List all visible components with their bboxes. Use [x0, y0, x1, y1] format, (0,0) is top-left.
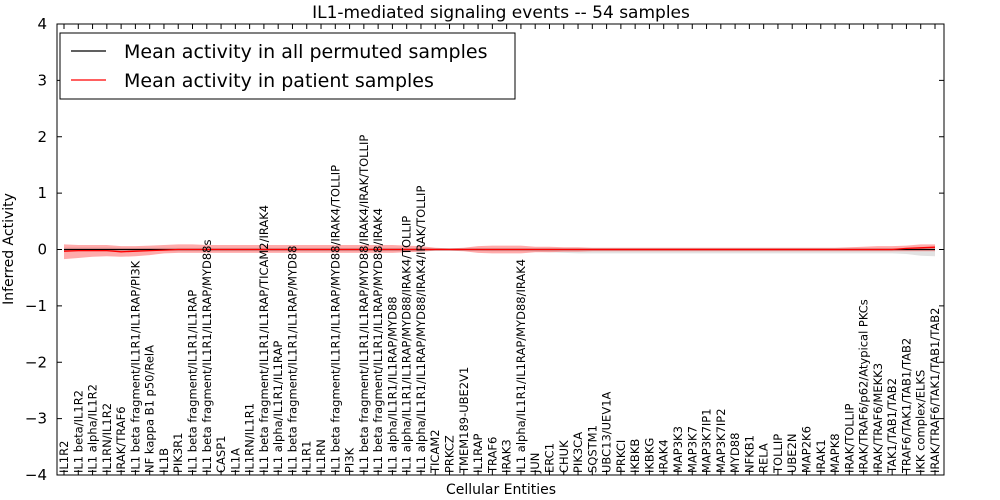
- x-tick-label: IL1A: [228, 448, 242, 473]
- x-tick-label: TRAF6: [485, 437, 499, 474]
- x-tick-label: IRAK/TOLLIP: [842, 404, 856, 473]
- x-tick-label: IL1 beta/IL1R2: [71, 390, 85, 473]
- y-tick-label: 3: [37, 71, 47, 89]
- x-tick-label: MAP3K3: [671, 426, 685, 473]
- x-tick-label: TICAM2: [428, 429, 442, 474]
- x-tick-label: MAP3K7: [685, 426, 699, 473]
- series-line-patient: [63, 246, 936, 253]
- y-tick-label: −2: [25, 353, 47, 371]
- x-axis-label: Cellular Entities: [446, 482, 556, 498]
- x-tick-label: RELA: [757, 443, 771, 473]
- x-tick-label: IL1 alpha/IL1R1/IL1RAP/MYD88/IRAK4/IRAK/…: [414, 186, 428, 473]
- y-tick-label: −4: [25, 466, 47, 484]
- x-tick-label: IL1 alpha/IL1R1/IL1RAP: [271, 341, 285, 473]
- y-axis: 4 3 2 1 0 −1 −2 −3 −4: [25, 15, 944, 484]
- legend-box: [59, 32, 516, 100]
- x-tick-label: MAP3K7IP2: [714, 408, 728, 473]
- x-tick-label: TRAF6/TAK1/TAB1/TAB2: [899, 338, 913, 474]
- y-tick-label: −3: [25, 410, 47, 428]
- x-tick-label: IKBKG: [642, 438, 656, 473]
- x-tick-label: IL1 alpha/IL1R2: [86, 384, 100, 473]
- series-lines: [63, 246, 936, 253]
- x-axis: IL1R2 IL1 beta/IL1R2 IL1 alpha/IL1R2 IL1RN/…: [57, 24, 942, 475]
- x-tick-label: IL1 beta fragment/IL1R1/IL1RAP/TICAM2/IR…: [257, 205, 271, 473]
- x-tick-label: PRKCZ: [443, 435, 457, 473]
- x-tick-label: IL1R1: [300, 441, 314, 473]
- x-tick-label: CHUK: [557, 440, 571, 473]
- x-tick-label: IL1 beta fragment/IL1R1/IL1RAP/MYD88/IRA…: [328, 165, 342, 473]
- y-tick-label: 2: [37, 128, 47, 146]
- x-tick-label: TMEM189-UBE2V1: [457, 367, 471, 474]
- x-tick-label: IKBKB: [628, 439, 642, 473]
- x-tick-label: PRKCI: [614, 440, 628, 473]
- x-tick-label: IL1 beta fragment/IL1R1/IL1RAP/PI3K: [128, 260, 142, 473]
- x-tick-label: MYD88: [728, 433, 742, 473]
- x-tick-label: IKK complex/ELKS: [914, 370, 928, 473]
- x-tick-label: NFKB1: [742, 435, 756, 473]
- chart-title: IL1-mediated signaling events -- 54 samp…: [312, 3, 690, 23]
- x-tick-label: IL1B: [157, 448, 171, 473]
- x-tick-label: IRAK/TRAF6: [114, 406, 128, 473]
- x-tick-label: IRAK/TRAF6/MEKK3: [871, 363, 885, 473]
- legend: Mean activity in all permuted samples Me…: [59, 32, 516, 100]
- x-tick-label: NF kappa B1 p50/RelA: [143, 345, 157, 473]
- x-tick-label: IL1RN/IL1R1: [243, 403, 257, 473]
- x-tick-label: IL1R2: [57, 441, 71, 473]
- x-tick-label: IL1 beta fragment/IL1R1/IL1RAP: [186, 290, 200, 473]
- x-tick-label: JUN: [528, 453, 542, 474]
- x-tick-label: MAP2K6: [800, 426, 814, 473]
- y-tick-label: 1: [37, 184, 47, 202]
- x-tick-label: TAK1/TAB1/TAB2: [885, 378, 899, 474]
- x-tick-label: PIK3R1: [171, 433, 185, 474]
- x-tick-label: IRAK/TRAF6/p62/Atypical PKCs: [857, 299, 871, 473]
- x-tick-label: IL1 alpha/IL1R1/IL1RAP/MYD88: [385, 296, 399, 473]
- legend-label-permuted: Mean activity in all permuted samples: [124, 41, 487, 63]
- y-axis-label: Inferred Activity: [1, 193, 17, 305]
- x-tick-label: IL1RN: [314, 439, 328, 473]
- x-tick-label: MAPK8: [828, 433, 842, 473]
- x-tick-label: IL1RAP: [471, 433, 485, 473]
- x-tick-label: IRAK1: [814, 439, 828, 473]
- legend-label-patient: Mean activity in patient samples: [124, 70, 434, 92]
- x-tick-label: IL1RN/IL1R2: [100, 403, 114, 473]
- x-tick-label: IL1 alpha/IL1R1/IL1RAP/MYD88/IRAK4/TOLLI…: [400, 216, 414, 473]
- y-tick-label: 0: [37, 241, 47, 259]
- x-tick-label: IL1 beta fragment/IL1R1/IL1RAP/MYD88/IRA…: [357, 135, 371, 473]
- x-tick-label: ERC1: [543, 443, 557, 473]
- x-tick-label: IRAK3: [500, 439, 514, 473]
- x-tick-label: MAP3K7IP1: [700, 408, 714, 473]
- band-patient: [64, 244, 935, 260]
- x-tick-label: IL1 alpha/IL1R1/IL1RAP/MYD88/IRAK4: [514, 259, 528, 473]
- x-tick-label: PI3K: [343, 447, 357, 473]
- x-tick-label: PIK3CA: [571, 432, 585, 473]
- x-tick-label: TOLLIP: [771, 434, 785, 474]
- x-tick-label: CASP1: [214, 436, 228, 473]
- x-tick-label: IL1 beta fragment/IL1R1/IL1RAP/MYD88/IRA…: [371, 208, 385, 473]
- x-tick-label: SQSTM1: [585, 425, 599, 473]
- x-tick-label: UBC13/UEV1A: [600, 391, 614, 473]
- y-tick-label: 4: [37, 15, 47, 33]
- x-tick-label: IL1 beta fragment/IL1R1/IL1RAP/MYD88: [286, 246, 300, 473]
- x-tick-label: IRAK/TRAF6/TAK1/TAB1/TAB2: [928, 308, 942, 473]
- y-tick-label: −1: [25, 297, 47, 315]
- x-tick-label: UBE2N: [785, 434, 799, 474]
- x-tick-label: IL1 beta fragment/IL1R1/IL1RAP/MYD88s: [200, 240, 214, 473]
- x-tick-label: IRAK4: [657, 439, 671, 473]
